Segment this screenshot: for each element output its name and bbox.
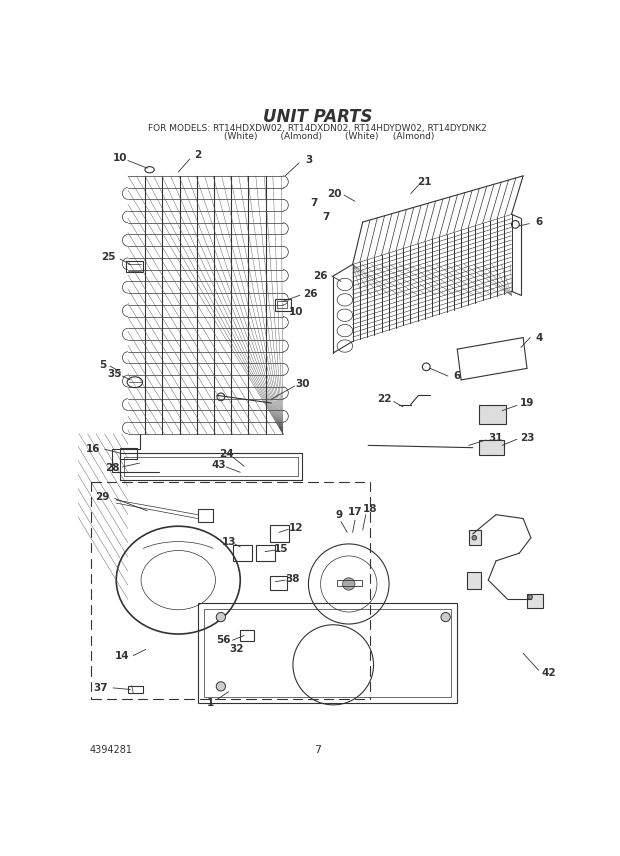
Text: 30: 30: [295, 378, 309, 389]
Text: 9: 9: [336, 509, 343, 520]
Text: 2: 2: [194, 150, 202, 160]
Text: 10: 10: [113, 153, 127, 163]
Text: 29: 29: [95, 492, 110, 502]
Text: 7: 7: [314, 745, 321, 754]
Text: 4: 4: [536, 333, 543, 342]
Bar: [241, 630, 254, 641]
Bar: [270, 525, 289, 542]
Text: FOR MODELS: RT14HDXDW02, RT14DXDN02, RT14HDYDW02, RT14DYDNK2: FOR MODELS: RT14HDXDW02, RT14DXDN02, RT1…: [148, 123, 487, 133]
Bar: [278, 300, 287, 308]
Bar: [270, 576, 287, 590]
Text: 31: 31: [489, 432, 503, 443]
Bar: [469, 530, 481, 545]
Ellipse shape: [342, 578, 355, 590]
Text: 18: 18: [363, 504, 378, 514]
Text: 20: 20: [327, 188, 342, 199]
Text: 19: 19: [520, 398, 534, 408]
Text: 38: 38: [286, 574, 300, 584]
Bar: [198, 508, 213, 522]
Text: 32: 32: [229, 645, 244, 655]
Text: 17: 17: [348, 508, 362, 517]
Bar: [337, 580, 362, 586]
Text: 37: 37: [94, 683, 108, 693]
Bar: [232, 545, 252, 561]
Bar: [527, 594, 542, 608]
Text: 23: 23: [520, 432, 534, 443]
Ellipse shape: [472, 536, 477, 540]
Ellipse shape: [441, 612, 450, 621]
Text: 35: 35: [107, 369, 122, 378]
Text: 6: 6: [454, 371, 461, 381]
Bar: [128, 686, 143, 693]
Text: 6: 6: [536, 217, 543, 227]
Text: 13: 13: [221, 537, 236, 547]
Text: 1: 1: [207, 698, 215, 708]
Text: 26: 26: [303, 288, 317, 299]
Bar: [275, 299, 291, 312]
Text: 22: 22: [377, 394, 392, 404]
Bar: [479, 440, 503, 455]
Bar: [467, 573, 480, 590]
Text: 42: 42: [541, 668, 556, 677]
Ellipse shape: [216, 612, 226, 621]
Text: 12: 12: [289, 523, 303, 532]
Bar: [198, 603, 458, 704]
Text: 4394281: 4394281: [89, 745, 132, 754]
Text: 10: 10: [289, 307, 303, 318]
Text: 25: 25: [101, 252, 116, 262]
Text: 3: 3: [305, 156, 312, 165]
Ellipse shape: [216, 681, 226, 691]
Bar: [479, 405, 506, 424]
Text: 21: 21: [417, 177, 432, 187]
Text: 14: 14: [115, 651, 130, 661]
Bar: [120, 448, 137, 459]
Text: 24: 24: [219, 449, 234, 459]
Ellipse shape: [528, 595, 533, 599]
Text: 15: 15: [274, 544, 288, 555]
Bar: [125, 260, 143, 272]
Text: 7: 7: [322, 211, 329, 222]
Text: 16: 16: [86, 444, 100, 455]
Text: 5: 5: [99, 360, 107, 370]
Text: 7: 7: [310, 198, 317, 208]
Text: (White)        (Almond)        (White)     (Almond): (White) (Almond) (White) (Almond): [201, 132, 435, 141]
Bar: [255, 545, 275, 561]
Text: UNIT PARTS: UNIT PARTS: [263, 108, 373, 126]
Text: 43: 43: [211, 460, 226, 470]
Bar: [204, 609, 451, 697]
Text: 28: 28: [105, 463, 120, 473]
Text: 26: 26: [313, 271, 327, 281]
Text: 56: 56: [216, 635, 231, 645]
